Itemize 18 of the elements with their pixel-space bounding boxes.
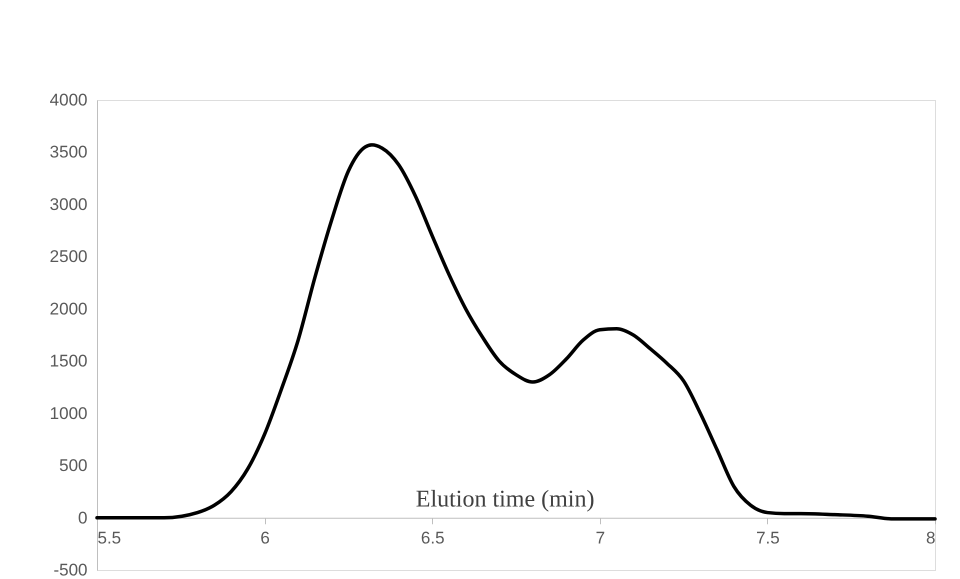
y-tick-label: 2500 [50, 247, 88, 266]
y-tick-label: 500 [59, 456, 88, 476]
y-tick-label: 0 [78, 508, 88, 528]
y-tick-label: -500 [53, 560, 88, 579]
y-tick-label: 3500 [50, 142, 88, 162]
x-tick-label: 7.5 [756, 528, 780, 548]
x-tick-label: 7 [596, 528, 606, 548]
x-tick-label: 6 [260, 528, 270, 548]
x-tick-label: 8 [926, 528, 936, 548]
x-axis-title: Elution time (min) [416, 486, 594, 512]
line-series [95, 143, 937, 521]
x-tick-label: 6.5 [420, 528, 445, 548]
y-tick-label: 1500 [50, 352, 88, 371]
x-tick-label: 5.5 [98, 528, 122, 548]
y-tick-label: 1000 [50, 404, 88, 423]
y-tick-label: 4000 [50, 90, 88, 110]
y-tick-label: 3000 [50, 194, 88, 214]
y-tick-label: 2000 [50, 299, 88, 318]
